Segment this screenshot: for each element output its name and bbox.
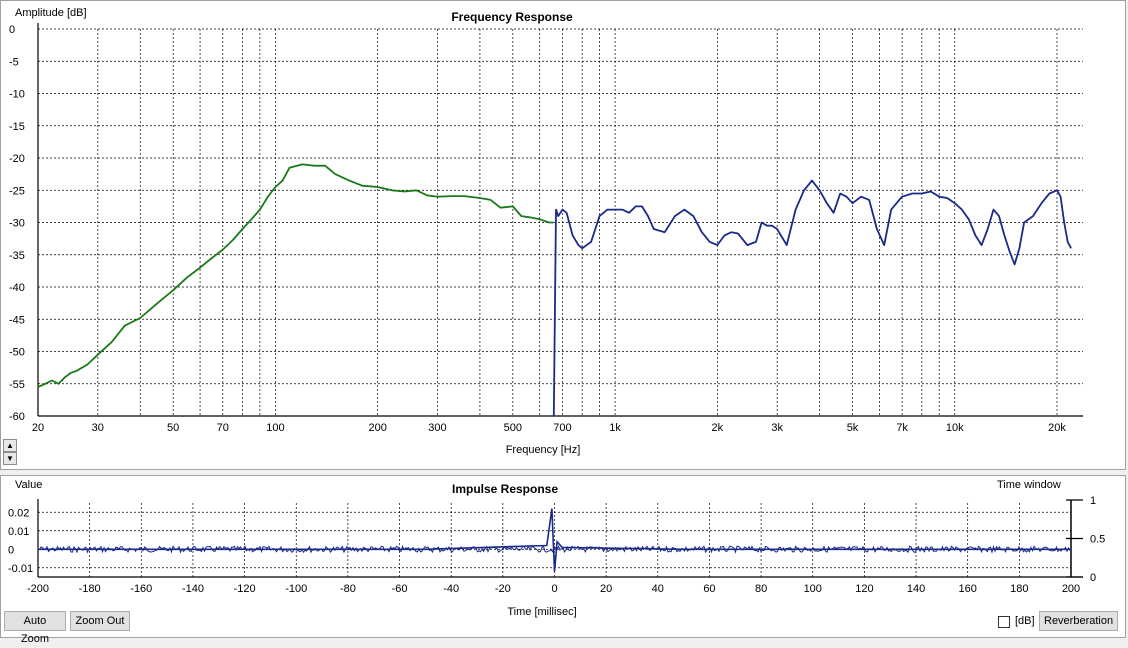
- freq-y-tick-label: -60: [9, 411, 25, 423]
- freq-y-tick-label: -55: [9, 379, 25, 391]
- freq-y-tick-label: -50: [9, 347, 25, 359]
- imp-x-tick-label: 100: [804, 583, 822, 595]
- auto-zoom-button[interactable]: Auto Zoom: [4, 611, 66, 645]
- imp-x-tick-label: 0: [551, 583, 557, 595]
- freq-y-tick-label: -5: [9, 56, 19, 68]
- freq-x-tick-label: 300: [428, 422, 446, 434]
- impulse-response-trace: [38, 508, 1071, 572]
- freq-x-tick-label: 5k: [847, 422, 859, 434]
- freq-x-tick-label: 200: [368, 422, 386, 434]
- freq-x-tick-label: 7k: [896, 422, 908, 434]
- imp-y-axis-label: Value: [15, 479, 42, 491]
- scroll-up-button[interactable]: ▲: [3, 439, 17, 452]
- imp-x-tick-label: 160: [959, 583, 977, 595]
- imp-x-tick-label: 140: [907, 583, 925, 595]
- time-window-tick-label: 0.5: [1090, 534, 1105, 546]
- freq-y-tick-label: -40: [9, 282, 25, 294]
- imp-x-tick-label: -180: [79, 583, 101, 595]
- imp-x-tick-label: -80: [340, 583, 356, 595]
- imp-x-tick-label: -20: [495, 583, 511, 595]
- imp-x-tick-label: -120: [234, 583, 256, 595]
- imp-y-tick-label: 0.01: [8, 526, 29, 538]
- freq-y-tick-label: -15: [9, 121, 25, 133]
- time-window-tick-label: 0: [1090, 572, 1096, 584]
- time-window-tick-label: 1: [1090, 495, 1096, 507]
- imp-x-tick-label: 180: [1010, 583, 1028, 595]
- imp-x-tick-label: 20: [600, 583, 612, 595]
- freq-y-tick-label: -45: [9, 314, 25, 326]
- imp-x-tick-label: -140: [182, 583, 204, 595]
- imp-x-axis-label: Time [millisec]: [507, 606, 576, 618]
- freq-y-tick-label: -35: [9, 250, 25, 262]
- imp-x-tick-label: 40: [652, 583, 664, 595]
- freq-x-tick-label: 20k: [1048, 422, 1066, 434]
- imp-x-tick-label: -40: [443, 583, 459, 595]
- freq-x-tick-label: 50: [167, 422, 179, 434]
- freq-x-axis-label: Frequency [Hz]: [506, 444, 581, 456]
- freq-x-tick-label: 20: [32, 422, 44, 434]
- freq-y-tick-label: -20: [9, 153, 25, 165]
- zoom-out-button[interactable]: Zoom Out: [70, 611, 130, 631]
- impulse-response-panel: Value Impulse Response Time window Time …: [0, 475, 1126, 645]
- freq-y-tick-label: -10: [9, 89, 25, 101]
- freq-x-tick-label: 700: [553, 422, 571, 434]
- freq-y-axis-label: Amplitude [dB]: [15, 7, 87, 19]
- imp-chart-title: Impulse Response: [452, 482, 558, 496]
- time-window-label: Time window: [997, 479, 1061, 491]
- imp-x-tick-label: 200: [1062, 583, 1080, 595]
- db-checkbox[interactable]: [998, 616, 1010, 628]
- frequency-response-chart[interactable]: Amplitude [dB] Frequency Response Freque…: [1, 1, 1125, 469]
- imp-x-tick-label: 60: [703, 583, 715, 595]
- frequency-response-panel: Amplitude [dB] Frequency Response Freque…: [0, 0, 1126, 470]
- freq-x-tick-label: 30: [92, 422, 104, 434]
- imp-y-tick-label: 0: [8, 544, 14, 556]
- imp-y-tick-label: 0.02: [8, 507, 29, 519]
- freq-series-low-band: [37, 163, 554, 388]
- freq-x-tick-label: 70: [217, 422, 229, 434]
- imp-x-tick-label: -160: [130, 583, 152, 595]
- freq-x-tick-label: 1k: [609, 422, 621, 434]
- reverberation-button[interactable]: Reverberation: [1039, 611, 1118, 631]
- db-checkbox-label: [dB]: [1015, 615, 1035, 627]
- freq-chart-title: Frequency Response: [451, 10, 573, 24]
- imp-x-tick-label: 120: [855, 583, 873, 595]
- freq-x-tick-label: 3k: [771, 422, 783, 434]
- imp-x-tick-label: 80: [755, 583, 767, 595]
- imp-x-tick-label: -100: [285, 583, 307, 595]
- freq-y-tick-label: 0: [9, 24, 15, 36]
- scroll-down-button[interactable]: ▼: [3, 452, 17, 465]
- freq-x-tick-label: 2k: [712, 422, 724, 434]
- freq-x-tick-label: 500: [504, 422, 522, 434]
- freq-x-tick-label: 100: [266, 422, 284, 434]
- imp-x-tick-label: -200: [27, 583, 49, 595]
- freq-y-tick-label: -30: [9, 218, 25, 230]
- freq-series-high-band: [552, 179, 1072, 417]
- freq-x-tick-label: 10k: [946, 422, 964, 434]
- imp-x-tick-label: -60: [392, 583, 408, 595]
- freq-y-tick-label: -25: [9, 185, 25, 197]
- impulse-response-chart[interactable]: Value Impulse Response Time window Time …: [1, 476, 1125, 637]
- imp-y-tick-label: -0.01: [8, 563, 33, 575]
